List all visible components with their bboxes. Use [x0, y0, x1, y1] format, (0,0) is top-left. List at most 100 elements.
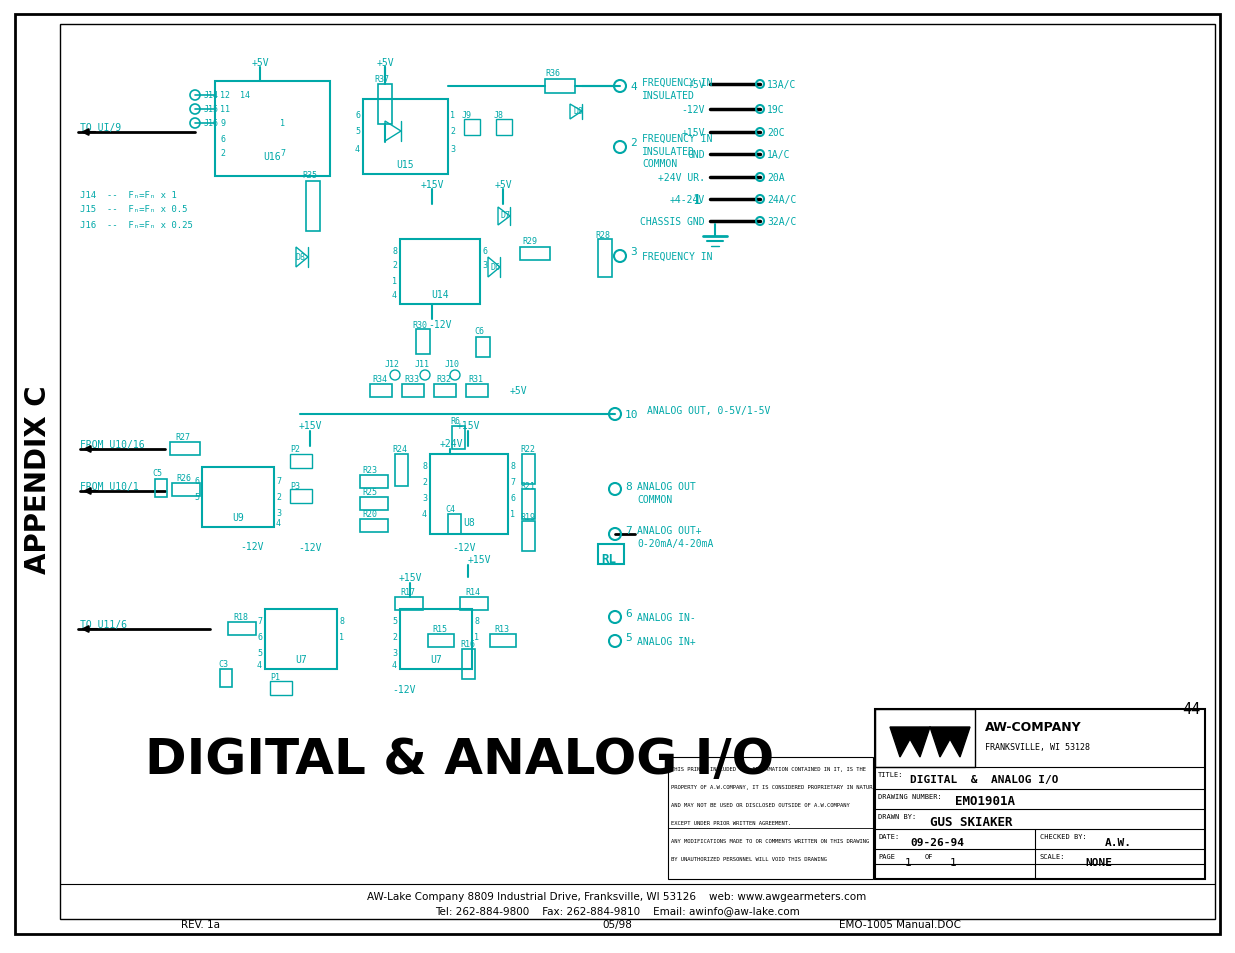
- Text: BY UNAUTHORIZED PERSONNEL WILL VOID THIS DRAWING: BY UNAUTHORIZED PERSONNEL WILL VOID THIS…: [671, 857, 827, 862]
- Text: 2: 2: [220, 150, 225, 158]
- Text: INSULATED: INSULATED: [642, 91, 695, 101]
- Text: SCALE:: SCALE:: [1040, 853, 1066, 859]
- Text: +5V: +5V: [494, 180, 511, 190]
- Text: R30: R30: [412, 321, 427, 330]
- Bar: [545, 80, 576, 94]
- Text: R31: R31: [468, 375, 483, 384]
- Text: 2: 2: [391, 633, 396, 641]
- Text: CHECKED BY:: CHECKED BY:: [1040, 833, 1087, 840]
- Text: U14: U14: [431, 290, 448, 299]
- Bar: [668, 758, 873, 879]
- Text: REV. 1a: REV. 1a: [180, 919, 220, 929]
- Text: +15V: +15V: [456, 420, 479, 431]
- Text: 2: 2: [391, 261, 396, 271]
- Text: D6: D6: [490, 263, 500, 273]
- Text: U7: U7: [295, 655, 306, 664]
- Bar: [370, 385, 391, 397]
- Text: FROM U10/16: FROM U10/16: [80, 439, 144, 450]
- Text: C3: C3: [219, 659, 228, 669]
- Text: -12V: -12V: [452, 542, 475, 553]
- Text: NONE: NONE: [1086, 857, 1112, 867]
- Text: ANY MODIFICATIONS MADE TO OR COMMENTS WRITTEN ON THIS DRAWING: ANY MODIFICATIONS MADE TO OR COMMENTS WR…: [671, 839, 869, 843]
- Text: 7: 7: [257, 617, 262, 626]
- Text: GND: GND: [688, 150, 705, 160]
- Text: +15V: +15V: [298, 420, 322, 431]
- Bar: [290, 490, 312, 503]
- Text: U7: U7: [430, 655, 442, 664]
- Text: P1: P1: [270, 673, 280, 681]
- Bar: [270, 681, 291, 696]
- Text: 8: 8: [391, 247, 396, 256]
- Bar: [466, 385, 488, 397]
- Text: 1: 1: [474, 633, 479, 641]
- Text: 4: 4: [391, 660, 396, 670]
- Text: 13A/C: 13A/C: [767, 80, 797, 90]
- Text: DIGITAL  &  ANALOG I/O: DIGITAL & ANALOG I/O: [910, 774, 1058, 784]
- Text: AW-Lake Company 8809 Industrial Drive, Franksville, WI 53126    web: www.awgearm: AW-Lake Company 8809 Industrial Drive, F…: [367, 891, 867, 901]
- Text: R26: R26: [177, 474, 191, 483]
- Text: -12V: -12V: [682, 105, 705, 115]
- Text: DRAWING NUMBER:: DRAWING NUMBER:: [878, 793, 942, 800]
- Text: 1: 1: [905, 857, 911, 867]
- Bar: [395, 455, 408, 486]
- Text: FREQUENCY IN: FREQUENCY IN: [642, 78, 713, 88]
- Text: R29: R29: [522, 237, 537, 246]
- Bar: [266, 609, 337, 669]
- Text: -12V: -12V: [298, 542, 321, 553]
- Text: 4: 4: [391, 292, 396, 300]
- Bar: [876, 709, 1205, 879]
- Bar: [876, 709, 1205, 879]
- Text: C6: C6: [474, 327, 484, 336]
- Bar: [430, 455, 508, 535]
- Text: +15V: +15V: [468, 555, 492, 564]
- Text: ANALOG IN-: ANALOG IN-: [637, 613, 695, 622]
- Bar: [363, 100, 448, 174]
- Text: 10: 10: [625, 410, 638, 419]
- Bar: [598, 544, 624, 564]
- Bar: [359, 497, 388, 511]
- Text: PAGE: PAGE: [878, 853, 895, 859]
- Text: EMO1901A: EMO1901A: [955, 795, 1015, 807]
- Text: 1: 1: [338, 633, 345, 641]
- Text: -12V: -12V: [391, 684, 415, 695]
- Text: TO UI/9: TO UI/9: [80, 123, 121, 132]
- Text: 3: 3: [450, 146, 454, 154]
- Text: 5: 5: [354, 128, 359, 136]
- Bar: [433, 385, 456, 397]
- Text: 6: 6: [625, 608, 632, 618]
- Text: 20A: 20A: [767, 172, 784, 183]
- Text: COMMON: COMMON: [642, 159, 677, 169]
- Text: P3: P3: [290, 482, 300, 491]
- Text: APPENDIX C: APPENDIX C: [23, 385, 52, 574]
- Text: U15: U15: [396, 160, 414, 170]
- Text: THIS PRINT, INCLUDED THE INFORMATION CONTAINED IN IT, IS THE: THIS PRINT, INCLUDED THE INFORMATION CON…: [671, 767, 866, 772]
- Bar: [220, 669, 232, 687]
- Text: 44: 44: [1182, 701, 1200, 717]
- Text: 12  14: 12 14: [220, 91, 249, 100]
- Bar: [359, 476, 388, 489]
- Text: J12: J12: [385, 360, 400, 369]
- Text: FREQUENCY IN: FREQUENCY IN: [642, 252, 713, 262]
- Text: 3: 3: [275, 509, 282, 518]
- Text: -12V: -12V: [240, 541, 263, 552]
- Text: R37: R37: [374, 74, 389, 84]
- Text: J15  --  Fₙ=Fₙ x 0.5: J15 -- Fₙ=Fₙ x 0.5: [80, 205, 188, 214]
- Text: R36: R36: [545, 69, 559, 77]
- Text: PROPERTY OF A.W.COMPANY, IT IS CONSIDERED PROPRIETARY IN NATURE: PROPERTY OF A.W.COMPANY, IT IS CONSIDERE…: [671, 784, 876, 790]
- Text: DATE:: DATE:: [878, 833, 899, 840]
- Text: ANALOG OUT+: ANALOG OUT+: [637, 525, 701, 536]
- Text: 3: 3: [630, 247, 637, 256]
- Text: FRANKSVILLE, WI 53128: FRANKSVILLE, WI 53128: [986, 742, 1091, 752]
- Text: R25: R25: [362, 488, 377, 497]
- Text: R15: R15: [432, 625, 447, 634]
- Text: 20C: 20C: [767, 128, 784, 138]
- Text: 4: 4: [275, 519, 282, 528]
- Bar: [290, 455, 312, 469]
- Text: 1A/C: 1A/C: [767, 150, 790, 160]
- Bar: [522, 490, 535, 519]
- Text: AW-COMPANY: AW-COMPANY: [986, 720, 1082, 734]
- Bar: [170, 442, 200, 456]
- Text: OF: OF: [925, 853, 934, 859]
- Bar: [172, 483, 200, 497]
- Text: CHASSIS GND: CHASSIS GND: [641, 216, 705, 227]
